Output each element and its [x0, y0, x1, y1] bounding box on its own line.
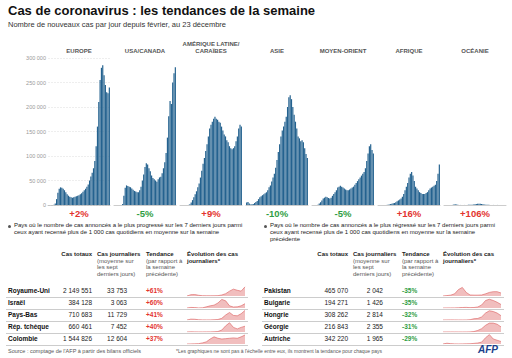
html-text:-35%: -35% [402, 287, 418, 294]
html-text:-10%: -10% [265, 208, 289, 219]
html-text:-5%: -5% [334, 208, 352, 219]
html-text:MOYEN-ORIENT: MOYEN-ORIENT [319, 48, 367, 54]
svg-text:150 000: 150 000 [26, 129, 46, 135]
html-text:(par rapport à la semaine préc: (par rapport à la semaine précédente) [146, 257, 183, 277]
html-text:Hongrie: Hongrie [264, 311, 289, 318]
svg-text:100 000: 100 000 [26, 153, 46, 159]
html-text:Source : comptage de l'AFP à p: Source : comptage de l'AFP à partir des … [8, 348, 141, 354]
html-text:-31%: -31% [402, 323, 418, 330]
html-text:710 683: 710 683 [68, 311, 92, 318]
html-text:Rép. tchèque: Rép. tchèque [8, 323, 49, 330]
svg-text:0: 0 [43, 202, 46, 208]
html-text:11 729: 11 729 [107, 311, 127, 318]
html-text:Cas totaux: Cas totaux [61, 251, 92, 257]
html-text:3 063: 3 063 [110, 299, 127, 306]
html-text:+106%: +106% [460, 208, 490, 219]
html-text:Cas de coronavirus : les tenda: Cas de coronavirus : les tendances de la… [8, 3, 316, 18]
html-text:(moyenne sur les sept derniers: (moyenne sur les sept derniers jours) [353, 257, 392, 277]
html-text:7 452: 7 452 [110, 323, 127, 330]
html-text:*Les graphiques ne sont pas à: *Les graphiques ne sont pas à l'échelle … [176, 348, 383, 354]
html-text:+37%: +37% [146, 335, 163, 342]
html-text:Israël: Israël [8, 299, 25, 306]
svg-text:200 000: 200 000 [26, 104, 46, 110]
html-text:1 544 826: 1 544 826 [63, 335, 92, 342]
html-text:Cas totaux: Cas totaux [317, 251, 348, 257]
html-text:ASIE: ASIE [270, 48, 284, 54]
html-text:Pays où le nombre de cas annon: Pays où le nombre de cas annoncés a le p… [270, 222, 496, 242]
svg-text:50 000: 50 000 [29, 178, 46, 184]
html-text:OCÉANIE: OCÉANIE [461, 48, 489, 54]
html-text:+16%: +16% [396, 208, 422, 219]
html-text:-32%: -32% [402, 311, 418, 318]
html-text:Royaume-Uni: Royaume-Uni [8, 287, 50, 294]
html-text:EUROPE: EUROPE [66, 48, 92, 54]
html-text:Évolution des cas journaliers*: Évolution des cas journaliers* [443, 251, 494, 264]
html-text:Bulgarie: Bulgarie [264, 299, 290, 306]
html-text:12 604: 12 604 [107, 335, 127, 342]
html-text:1 965: 1 965 [366, 335, 383, 342]
html-text:2 149 551: 2 149 551 [63, 287, 92, 294]
html-text:-5%: -5% [136, 208, 154, 219]
html-text:Autriche: Autriche [264, 335, 291, 342]
html-text:Cas journaliers: Cas journaliers [97, 251, 141, 257]
html-text:2 355: 2 355 [366, 323, 383, 330]
html-text:-35%: -35% [402, 299, 418, 306]
html-text:Pays-Bas: Pays-Bas [8, 311, 38, 318]
html-text:AFRIQUE: AFRIQUE [395, 48, 423, 54]
svg-text:300 000: 300 000 [26, 55, 46, 61]
html-text:Pays où le nombre de cas annon: Pays où le nombre de cas annoncés a le p… [14, 222, 243, 235]
html-text:AMÉRIQUE LATINE/ CARAÏBES: AMÉRIQUE LATINE/ CARAÏBES [182, 41, 240, 54]
html-text:Tendance: Tendance [402, 251, 430, 257]
html-text:384 128: 384 128 [68, 299, 92, 306]
html-text:Nombre de nouveaux cas par jou: Nombre de nouveaux cas par jour depuis f… [8, 20, 226, 29]
html-text:Pakistan: Pakistan [264, 287, 291, 294]
html-text:-29%: -29% [402, 335, 418, 342]
html-text:342 220: 342 220 [324, 335, 348, 342]
html-text:Géorgie: Géorgie [264, 323, 289, 330]
html-text:308 262: 308 262 [324, 311, 348, 318]
html-text:Colombie: Colombie [8, 335, 38, 342]
html-text:1 426: 1 426 [366, 299, 383, 306]
html-text:AFP: AFP [478, 344, 498, 355]
html-text:2 814: 2 814 [366, 311, 383, 318]
html-text:Tendance: Tendance [146, 251, 174, 257]
html-text:Cas journaliers: Cas journaliers [353, 251, 397, 257]
html-text:194 271: 194 271 [324, 299, 348, 306]
html-text:+60%: +60% [146, 299, 163, 306]
html-text:(moyenne sur les sept derniers: (moyenne sur les sept derniers jours) [97, 257, 136, 277]
html-text:USA/CANADA: USA/CANADA [124, 48, 166, 54]
html-text:+40%: +40% [146, 323, 163, 330]
html-text:660 461: 660 461 [68, 323, 92, 330]
html-text:+9%: +9% [201, 208, 221, 219]
html-text:+61%: +61% [146, 287, 163, 294]
html-text:(par rapport à la semaine préc: (par rapport à la semaine précédente) [402, 257, 439, 277]
html-text:+2%: +2% [69, 208, 89, 219]
html-text:465 070: 465 070 [324, 287, 348, 294]
html-text:2 042: 2 042 [366, 287, 383, 294]
html-text:216 843: 216 843 [324, 323, 348, 330]
html-text:Évolution des cas journaliers*: Évolution des cas journaliers* [187, 251, 238, 264]
html-text:+41%: +41% [146, 311, 163, 318]
svg-text:250 000: 250 000 [26, 80, 46, 86]
html-text:33 753: 33 753 [107, 287, 127, 294]
